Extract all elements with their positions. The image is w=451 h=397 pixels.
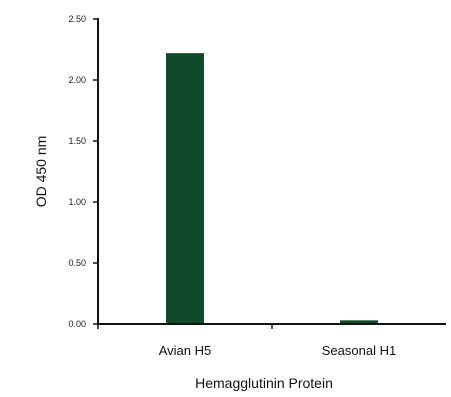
y-tick-label: 0.00 (68, 319, 86, 329)
x-axis-title: Hemagglutinin Protein (195, 375, 333, 391)
bars (97, 53, 378, 329)
y-tick-label: 1.00 (68, 197, 86, 207)
y-tick-label: 0.50 (68, 258, 86, 268)
bar-avian-h5 (166, 53, 204, 324)
bar-seasonal-h1 (340, 320, 378, 324)
y-tick-label: 2.50 (68, 14, 86, 24)
x-category-label: Avian H5 (159, 343, 212, 358)
x-axis-category-labels: Avian H5 Seasonal H1 (159, 343, 396, 358)
y-tick-label: 1.50 (68, 136, 86, 146)
y-axis-ticks: 0.00 0.50 1.00 1.50 2.00 2.50 (68, 14, 98, 329)
y-axis-title: OD 450 nm (33, 136, 49, 208)
y-tick-label: 2.00 (68, 75, 86, 85)
x-category-label: Seasonal H1 (322, 343, 396, 358)
